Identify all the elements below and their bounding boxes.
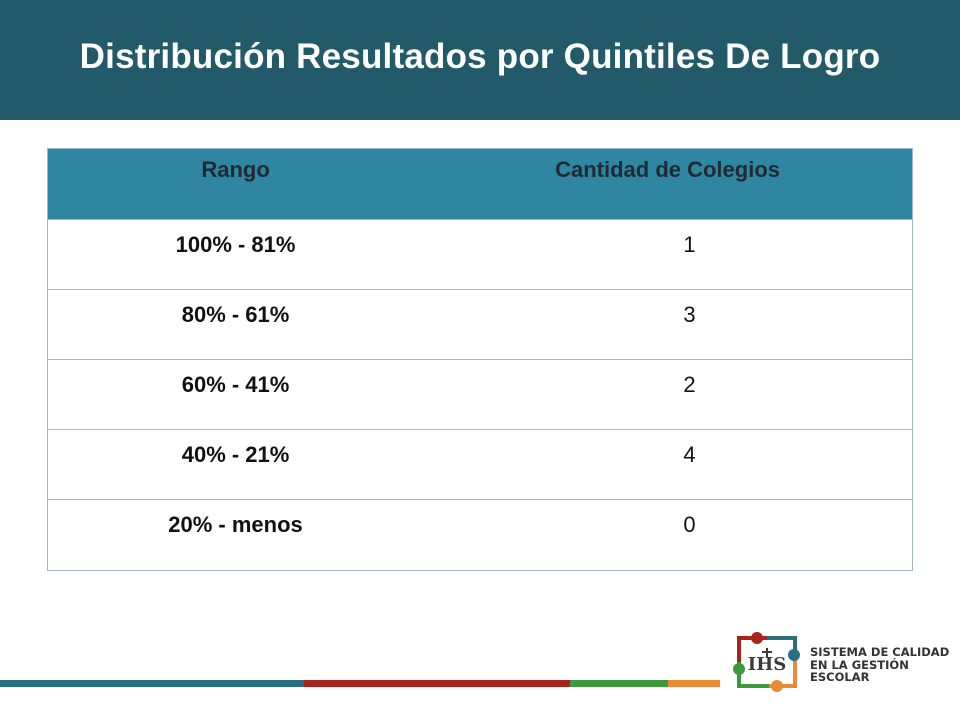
count-cell: 4: [683, 442, 696, 467]
range-cell: 100% - 81%: [175, 232, 296, 257]
footer-stripe-orange: [668, 680, 720, 687]
footer-stripe-green: [570, 680, 668, 687]
slide-title: Distribución Resultados por Quintiles De…: [79, 37, 881, 76]
range-cell: 40% - 21%: [181, 442, 290, 467]
range-cell: 60% - 41%: [181, 372, 290, 397]
range-cell: 80% - 61%: [181, 302, 290, 327]
logo-monogram: IHS: [748, 654, 786, 675]
header-rango: Rango: [201, 157, 270, 182]
ihs-logo-emblem: IHS: [733, 632, 800, 692]
table-row: 40% - 21% 4: [48, 430, 912, 500]
table-row: 100% - 81% 1: [48, 220, 912, 290]
results-table: Rango Cantidad de Colegios 100% - 81% 1 …: [47, 148, 913, 571]
footer-stripe-red: [304, 680, 570, 687]
count-cell: 0: [683, 512, 696, 537]
logo-line: EN LA GESTIÓN: [810, 657, 909, 672]
table-header-row: Rango Cantidad de Colegios: [48, 149, 912, 220]
title-bar: Distribución Resultados por Quintiles De…: [0, 0, 960, 120]
table-row: 80% - 61% 3: [48, 290, 912, 360]
table-row: 60% - 41% 2: [48, 360, 912, 430]
logo-line: SISTEMA DE CALIDAD: [810, 645, 950, 659]
logo-line: ESCOLAR: [810, 670, 870, 684]
count-cell: 1: [683, 232, 696, 257]
header-cantidad: Cantidad de Colegios: [555, 157, 781, 182]
count-cell: 2: [683, 372, 696, 397]
table-row: 20% - menos 0: [48, 500, 912, 570]
range-cell: 20% - menos: [168, 512, 303, 537]
count-cell: 3: [683, 302, 696, 327]
logo-wordmark: SISTEMA DE CALIDAD EN LA GESTIÓN ESCOLAR: [810, 646, 949, 684]
footer-stripe-teal: [0, 680, 304, 687]
